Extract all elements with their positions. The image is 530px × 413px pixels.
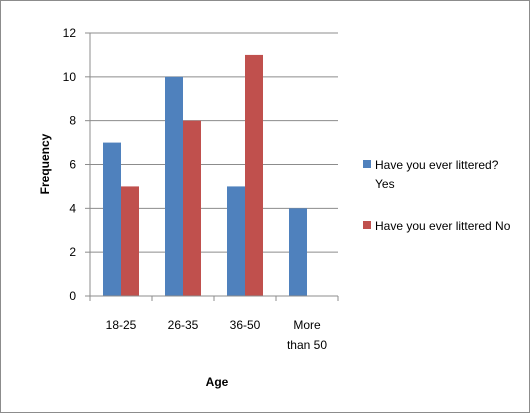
x-tick-labels: 18-25 26-35 36-50 More than 50 <box>106 318 328 352</box>
legend-swatch-2 <box>363 221 371 229</box>
y-tick-label: 10 <box>63 70 77 84</box>
bar-series-1 <box>165 76 183 296</box>
x-tick-label: 18-25 <box>106 318 137 332</box>
axes <box>89 33 339 301</box>
bar-series-1 <box>289 208 307 296</box>
legend-swatch-1 <box>363 160 371 168</box>
x-tick-label: 36-50 <box>230 318 261 332</box>
y-tick-label: 8 <box>69 114 76 128</box>
y-tick-label: 2 <box>69 245 76 259</box>
bar-series-2 <box>245 54 263 296</box>
bar-series-2 <box>183 120 201 297</box>
bar-series-1 <box>103 142 121 296</box>
x-tick-label: 26-35 <box>168 318 199 332</box>
legend-label-2: Have you ever littered No <box>375 219 511 233</box>
y-tick-label: 4 <box>69 201 76 215</box>
legend-label-1: Have you ever littered? Yes <box>375 158 499 191</box>
y-tick-label: 0 <box>69 289 76 303</box>
legend: Have you ever littered? Yes Have you ever … <box>363 158 511 233</box>
y-axis-title: Frequency <box>38 133 52 194</box>
bars <box>103 54 307 297</box>
bar-series-1 <box>227 186 245 296</box>
y-tick-labels: 0 2 4 6 8 10 12 <box>63 26 77 303</box>
y-tick-label: 6 <box>69 158 76 172</box>
y-tick-label: 12 <box>63 26 77 40</box>
x-tick-label: More than 50 <box>287 318 327 352</box>
bar-series-2 <box>121 186 139 296</box>
x-axis-title: Age <box>206 375 229 389</box>
